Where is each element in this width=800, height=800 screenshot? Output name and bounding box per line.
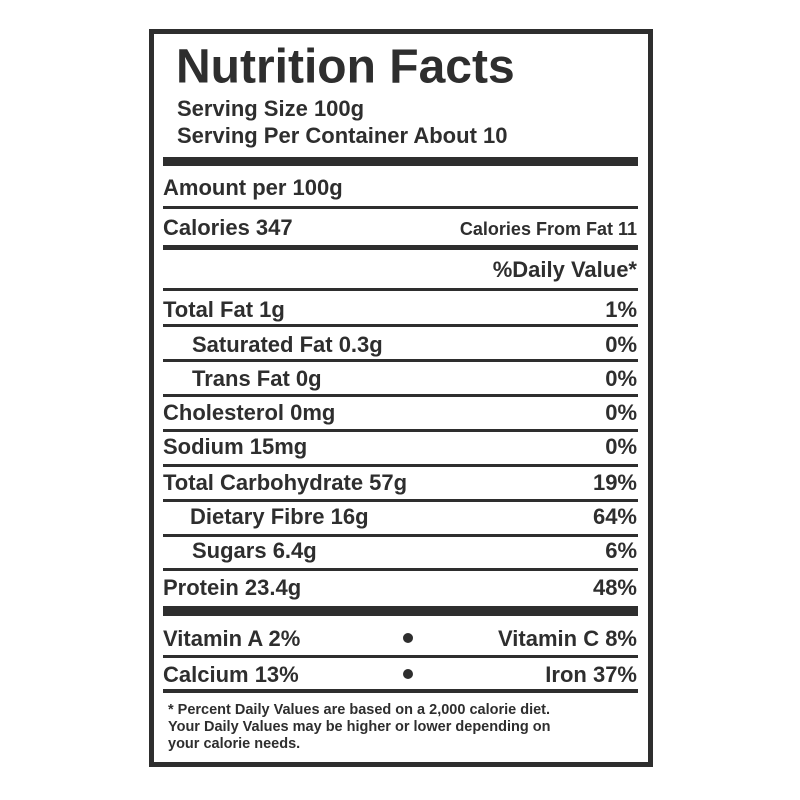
bullet xyxy=(403,633,413,643)
daily-value-header: %Daily Value* xyxy=(493,257,638,282)
vitamin-left: Calcium 13% xyxy=(163,662,299,687)
nutrient-name: Protein 23.4g xyxy=(163,575,301,600)
rule xyxy=(163,568,638,571)
nutrient-name: Saturated Fat 0.3g xyxy=(192,332,383,357)
footnote: your calorie needs. xyxy=(168,736,300,752)
nutrient-dv: 0% xyxy=(605,366,637,391)
nutrient-name: Trans Fat 0g xyxy=(192,366,322,391)
nutrient-dv: 48% xyxy=(593,575,637,600)
rule xyxy=(163,499,638,502)
footnote: Your Daily Values may be higher or lower… xyxy=(168,719,550,735)
rule xyxy=(163,359,638,362)
nutrient-name: Dietary Fibre 16g xyxy=(190,504,369,529)
amount-per: Amount per 100g xyxy=(163,175,343,200)
rule xyxy=(163,534,638,537)
vitamin-right: Vitamin C 8% xyxy=(498,626,637,651)
rule xyxy=(163,288,638,291)
thick-rule xyxy=(163,157,638,166)
rule xyxy=(163,394,638,397)
nutrient-dv: 1% xyxy=(605,297,637,322)
nutrient-dv: 64% xyxy=(593,504,637,529)
nutrient-name: Sodium 15mg xyxy=(163,434,307,459)
thick-rule xyxy=(163,606,638,616)
servings-per-container: Serving Per Container About 10 xyxy=(177,123,507,148)
rule xyxy=(163,206,638,209)
nutrient-dv: 0% xyxy=(605,434,637,459)
footnote: * Percent Daily Values are based on a 2,… xyxy=(168,702,550,718)
nutrient-dv: 0% xyxy=(605,332,637,357)
nutrient-name: Sugars 6.4g xyxy=(192,538,317,563)
label-border xyxy=(149,29,653,767)
nutrient-dv: 19% xyxy=(593,470,637,495)
vitamin-right: Iron 37% xyxy=(545,662,637,687)
nutrient-dv: 0% xyxy=(605,400,637,425)
calories: Calories 347 xyxy=(163,215,293,240)
nutrient-name: Total Carbohydrate 57g xyxy=(163,470,407,495)
rule xyxy=(163,464,638,467)
calories-from-fat: Calories From Fat 11 xyxy=(460,219,637,239)
serving-size: Serving Size 100g xyxy=(177,96,364,121)
rule xyxy=(163,324,638,327)
medium-rule xyxy=(163,245,638,250)
rule xyxy=(163,429,638,432)
nutrient-name: Total Fat 1g xyxy=(163,297,285,322)
rule xyxy=(163,655,638,658)
vitamin-left: Vitamin A 2% xyxy=(163,626,300,651)
nutrient-dv: 6% xyxy=(605,538,637,563)
title: Nutrition Facts xyxy=(176,41,515,94)
nutrient-name: Cholesterol 0mg xyxy=(163,400,335,425)
bullet xyxy=(403,669,413,679)
rule xyxy=(163,689,638,693)
